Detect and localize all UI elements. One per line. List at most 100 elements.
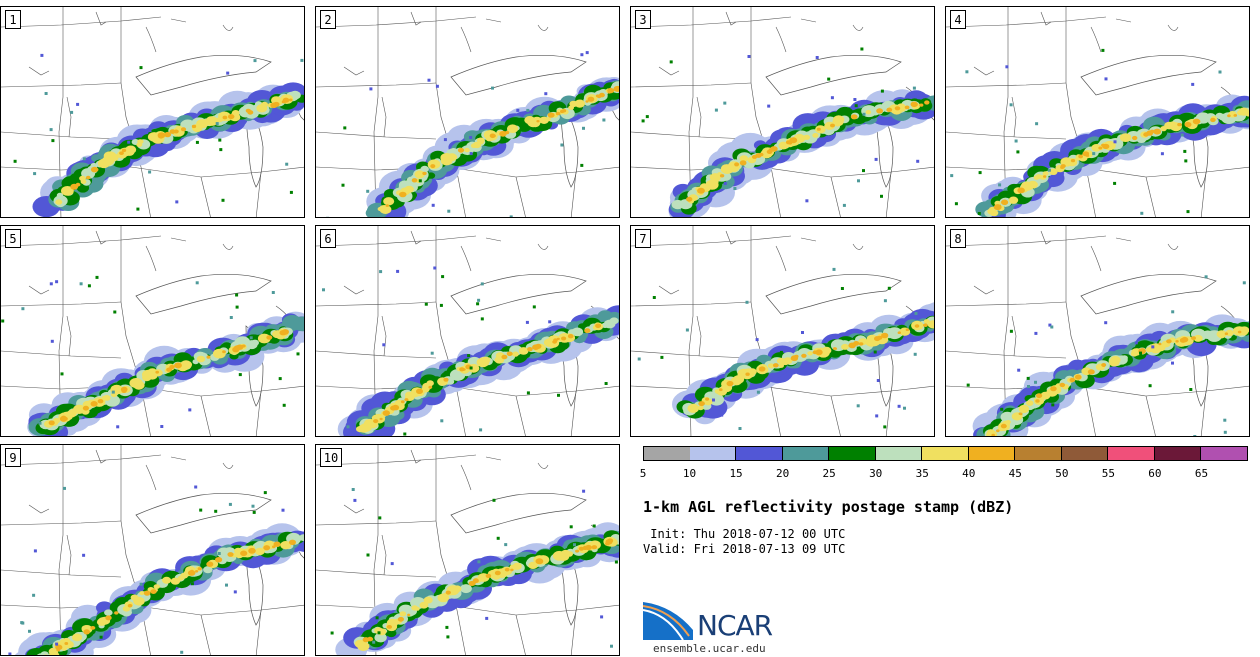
isolated-echo	[1140, 211, 1144, 215]
reflectivity-echo	[1169, 121, 1177, 128]
isolated-echo	[875, 414, 879, 418]
isolated-echo	[79, 282, 83, 286]
isolated-echo	[548, 320, 552, 324]
reflectivity-echo	[552, 550, 566, 561]
isolated-echo	[1134, 341, 1138, 345]
isolated-echo	[592, 524, 596, 528]
isolated-echo	[195, 140, 199, 144]
isolated-echo	[557, 393, 560, 397]
member-number: 7	[635, 229, 651, 248]
reflectivity-echo	[841, 343, 849, 350]
isolated-echo	[1009, 329, 1013, 333]
state-boundary	[946, 385, 1249, 397]
reflectivity-echo	[162, 576, 172, 584]
reflectivity-echo	[1224, 332, 1229, 335]
isolated-echo	[712, 398, 715, 402]
colorbar-segment	[875, 446, 923, 461]
postage-stamp-panel[interactable]: 10	[315, 444, 620, 656]
isolated-echo	[40, 53, 44, 57]
postage-stamp-panel[interactable]: 4	[945, 6, 1250, 218]
reflectivity-echo	[445, 590, 451, 595]
lake-michigan-outline	[560, 544, 579, 626]
reflectivity-echo	[386, 625, 392, 629]
state-boundary	[570, 171, 577, 217]
canada-lake-outline	[1040, 11, 1179, 53]
reflectivity-echo	[354, 639, 366, 648]
colorbar-tick-label: 30	[869, 467, 883, 480]
isolated-echo	[1026, 376, 1030, 380]
postage-stamp-panel[interactable]: 7	[630, 225, 935, 437]
reflectivity-echo	[1233, 114, 1238, 117]
postage-stamp-panel[interactable]: 2	[315, 6, 620, 218]
reflectivity-echo	[428, 385, 433, 389]
reflectivity-echo	[74, 407, 81, 413]
isolated-echo	[476, 302, 480, 306]
isolated-echo	[285, 162, 289, 166]
reflectivity-echo	[1035, 399, 1040, 403]
isolated-echo	[485, 616, 489, 620]
postage-stamp-panel[interactable]: 8	[945, 225, 1250, 437]
reflectivity-echo	[377, 206, 383, 212]
member-number: 10	[320, 448, 342, 467]
isolated-echo	[720, 413, 724, 417]
reflectivity-echo	[385, 204, 389, 207]
lake-superior-outline	[765, 273, 902, 315]
reflectivity-echo	[85, 175, 91, 180]
reflectivity-echo	[143, 590, 151, 596]
reflectivity-echo	[491, 134, 496, 138]
isolated-echo	[954, 202, 958, 206]
postage-stamp-panel[interactable]: 1	[0, 6, 305, 218]
isolated-echo	[369, 87, 373, 91]
isolated-echo	[491, 86, 494, 90]
reflectivity-echo	[64, 188, 73, 195]
reflectivity-echo	[397, 616, 404, 622]
isolated-echo	[1092, 152, 1096, 156]
reflectivity-echo	[477, 137, 485, 144]
reflectivity-echo	[501, 354, 508, 360]
map-canvas	[631, 7, 934, 217]
reflectivity-echo	[816, 127, 821, 131]
lake-superior-outline	[1080, 54, 1217, 96]
reflectivity-echo	[850, 114, 858, 120]
postage-stamp-panel[interactable]: 9	[0, 444, 305, 656]
reflectivity-echo	[414, 606, 420, 611]
reflectivity-echo	[173, 129, 179, 134]
reflectivity-echo	[996, 429, 1000, 433]
reflectivity-echo	[101, 156, 115, 166]
isolated-echo	[430, 351, 434, 355]
postage-stamp-panel[interactable]: 3	[630, 6, 935, 218]
reflectivity-echo	[767, 363, 775, 369]
reflectivity-echo	[422, 171, 427, 176]
reflectivity-echo	[255, 547, 265, 556]
reflectivity-echo	[155, 370, 159, 374]
reflectivity-echo	[90, 626, 96, 630]
reflectivity-echo	[373, 419, 379, 424]
reflectivity-echo	[170, 577, 181, 585]
colorbar-segment	[1061, 446, 1109, 461]
reflectivity-echo	[49, 651, 60, 655]
reflectivity-echo	[110, 613, 122, 623]
postage-stamp-panel[interactable]: 6	[315, 225, 620, 437]
isolated-echo	[427, 78, 431, 82]
state-boundary	[435, 445, 466, 655]
reflectivity-echo	[457, 147, 465, 153]
isolated-echo	[602, 118, 606, 122]
isolated-echo	[477, 560, 481, 564]
reflectivity-echo	[904, 105, 910, 110]
site-url[interactable]: ensemble.ucar.edu	[653, 642, 766, 655]
reflectivity-echo	[1059, 382, 1066, 388]
reflectivity-echo	[206, 355, 211, 359]
isolated-echo	[180, 650, 184, 654]
reflectivity-echo	[399, 191, 407, 198]
reflectivity-echo	[914, 324, 920, 328]
reflectivity-echo	[539, 116, 549, 125]
reflectivity-echo	[801, 353, 807, 358]
postage-stamp-panel[interactable]: 5	[0, 225, 305, 437]
reflectivity-echo	[379, 417, 383, 421]
isolated-echo	[221, 198, 225, 202]
state-boundary	[1, 235, 162, 247]
map-canvas	[1, 226, 304, 436]
reflectivity-echo	[527, 347, 533, 352]
isolated-echo	[645, 115, 649, 119]
state-boundary	[316, 385, 619, 397]
